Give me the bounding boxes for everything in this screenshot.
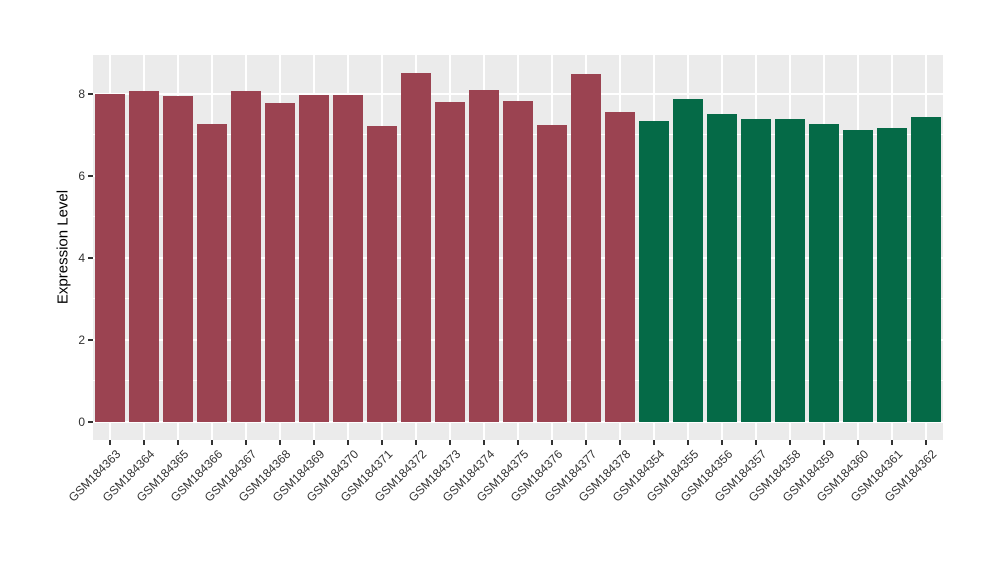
- bar-GSM184363: [94, 93, 126, 422]
- bar-GSM184355: [672, 98, 704, 422]
- bar-GSM184370: [332, 95, 364, 422]
- bar-GSM184373: [434, 101, 466, 422]
- x-tick-mark: [245, 440, 247, 445]
- x-tick-mark: [483, 440, 485, 445]
- x-tick-mark: [449, 440, 451, 445]
- bar-GSM184366: [196, 123, 228, 422]
- bar-GSM184357: [740, 118, 772, 422]
- x-tick-mark: [789, 440, 791, 445]
- bar-GSM184374: [468, 89, 500, 422]
- y-tick-label: 0: [78, 414, 85, 429]
- plot-panel: [93, 55, 943, 440]
- x-tick-mark: [619, 440, 621, 445]
- bar-GSM184356: [706, 113, 738, 422]
- x-tick-mark: [415, 440, 417, 445]
- y-tick-label: 2: [78, 332, 85, 347]
- bar-GSM184377: [570, 74, 602, 422]
- bar-GSM184365: [162, 96, 194, 422]
- x-tick-mark: [551, 440, 553, 445]
- bar-GSM184369: [298, 95, 330, 422]
- x-tick-mark: [381, 440, 383, 445]
- x-tick-mark: [823, 440, 825, 445]
- x-tick-mark: [721, 440, 723, 445]
- bar-GSM184361: [876, 128, 908, 422]
- x-tick-mark: [313, 440, 315, 445]
- x-tick-mark: [891, 440, 893, 445]
- bar-GSM184372: [400, 72, 432, 422]
- x-tick-mark: [109, 440, 111, 445]
- x-tick-mark: [177, 440, 179, 445]
- y-tick-label: 4: [78, 250, 85, 265]
- x-tick-mark: [517, 440, 519, 445]
- bar-GSM184376: [536, 124, 568, 422]
- y-tick-mark: [88, 92, 93, 95]
- y-tick-mark: [88, 420, 93, 423]
- x-tick-mark: [755, 440, 757, 445]
- x-tick-mark: [925, 440, 927, 445]
- bar-GSM184358: [774, 118, 806, 422]
- y-axis-title: Expression Level: [54, 189, 72, 305]
- bar-GSM184360: [842, 130, 874, 422]
- bar-GSM184371: [366, 126, 398, 422]
- x-tick-mark: [857, 440, 859, 445]
- bar-GSM184378: [604, 111, 636, 422]
- bar-GSM184364: [128, 91, 160, 422]
- y-tick-label: 8: [78, 86, 85, 101]
- x-tick-mark: [347, 440, 349, 445]
- x-tick-mark: [279, 440, 281, 445]
- bar-GSM184359: [808, 123, 840, 422]
- y-tick-mark: [88, 256, 93, 259]
- bar-GSM184367: [230, 91, 262, 422]
- y-tick-mark: [88, 338, 93, 341]
- bar-GSM184354: [638, 120, 670, 422]
- y-tick-mark: [88, 174, 93, 177]
- y-tick-label: 6: [78, 168, 85, 183]
- x-tick-mark: [687, 440, 689, 445]
- bar-GSM184362: [910, 117, 942, 422]
- x-tick-mark: [585, 440, 587, 445]
- bar-GSM184375: [502, 100, 534, 422]
- bar-GSM184368: [264, 102, 296, 422]
- x-tick-mark: [143, 440, 145, 445]
- x-tick-mark: [653, 440, 655, 445]
- x-tick-mark: [211, 440, 213, 445]
